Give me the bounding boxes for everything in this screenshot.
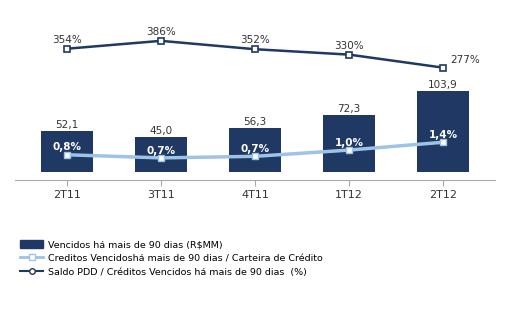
Bar	[417, 91, 469, 172]
Text: 0,8%: 0,8%	[53, 142, 81, 153]
Text: 56,3: 56,3	[243, 117, 267, 127]
Legend: Vencidos há mais de 90 dias (R$MM), Creditos Vencidoshá mais de 90 dias / Cartei: Vencidos há mais de 90 dias (R$MM), Cred…	[20, 240, 323, 277]
Text: 45,0: 45,0	[149, 126, 173, 135]
Text: 386%: 386%	[146, 27, 176, 37]
Text: 52,1: 52,1	[55, 120, 78, 130]
Text: 330%: 330%	[334, 41, 364, 51]
Text: 0,7%: 0,7%	[240, 144, 270, 154]
Bar	[135, 137, 187, 172]
Text: 0,7%: 0,7%	[146, 146, 176, 156]
Bar	[323, 115, 375, 172]
Text: 352%: 352%	[240, 35, 270, 45]
Text: 103,9: 103,9	[428, 79, 458, 90]
Text: 277%: 277%	[450, 55, 480, 65]
Text: 1,4%: 1,4%	[429, 130, 458, 140]
Text: 354%: 354%	[52, 35, 82, 45]
Bar	[41, 131, 93, 172]
Bar	[229, 128, 281, 172]
Text: 1,0%: 1,0%	[335, 138, 364, 148]
Text: 72,3: 72,3	[337, 104, 361, 114]
